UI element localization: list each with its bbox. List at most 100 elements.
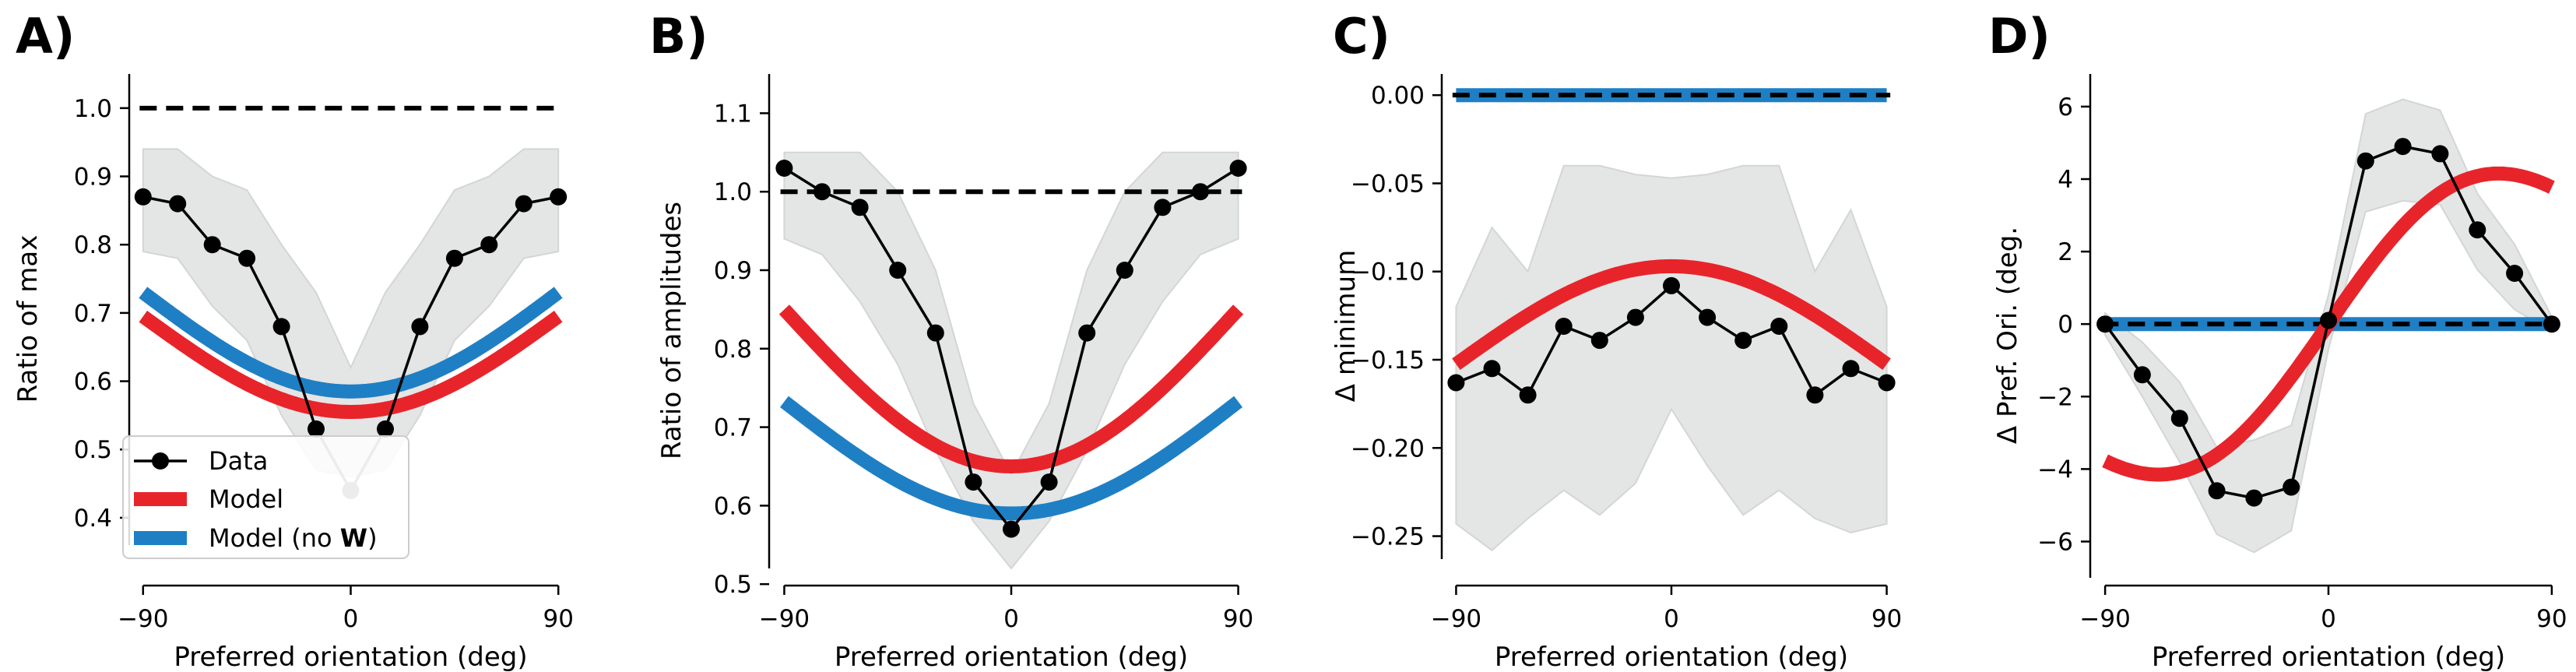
- data-point: [238, 249, 256, 267]
- y-tick-label: −0.25: [1351, 523, 1425, 551]
- y-tick-label: −0.05: [1351, 170, 1425, 198]
- model-no-w-curve: [138, 287, 564, 399]
- confidence-band: [783, 151, 1239, 570]
- y-tick-label: 0.7: [714, 414, 752, 442]
- legend-label: Model (no W): [209, 523, 378, 553]
- x-tick-label: 0: [1664, 605, 1679, 633]
- data-point: [814, 183, 831, 201]
- y-tick-label: −0.10: [1351, 259, 1425, 287]
- data-point: [1154, 199, 1172, 216]
- x-tick-label: −90: [2079, 605, 2130, 633]
- data-point: [411, 318, 429, 336]
- data-point: [2469, 221, 2486, 239]
- x-tick-label: 0: [343, 605, 359, 633]
- data-point: [1229, 160, 1247, 177]
- x-tick-label: 0: [1003, 605, 1019, 633]
- data-point: [2506, 265, 2524, 282]
- data-point: [515, 195, 532, 213]
- data-point: [1590, 332, 1608, 350]
- y-tick-label: 0.7: [74, 300, 112, 328]
- panel-label: B): [649, 8, 708, 65]
- data-point: [550, 188, 568, 206]
- y-tick-label: 0: [2058, 311, 2073, 339]
- data-point: [1878, 374, 1896, 392]
- legend-label-prefix: Model (no: [209, 523, 340, 553]
- y-axis-label: Δ Pref. Ori. (deg.: [1992, 227, 2023, 444]
- data-point: [2170, 410, 2188, 427]
- legend: Data Model Model (no W): [122, 435, 409, 559]
- data-point: [1078, 324, 1096, 342]
- y-tick-label: 0.6: [74, 368, 112, 396]
- legend-marker-data: [152, 452, 169, 470]
- data-point: [2096, 315, 2114, 333]
- data-point: [1806, 386, 1824, 404]
- y-tick-label: 0.4: [74, 505, 112, 533]
- x-axis-label: Preferred orientation (deg): [835, 642, 1188, 672]
- data-point: [965, 473, 982, 491]
- y-tick-label: 0.9: [74, 164, 112, 192]
- data-point: [1483, 360, 1501, 378]
- y-tick-label: 0.8: [74, 231, 112, 259]
- x-tick-label: 90: [2536, 605, 2567, 633]
- y-tick-label: 0.9: [714, 257, 752, 285]
- data-point: [2320, 311, 2337, 329]
- data-point: [775, 160, 793, 177]
- y-axis-label: Ratio of max: [12, 235, 44, 403]
- data-point: [1842, 360, 1860, 378]
- data-point: [2543, 315, 2560, 333]
- y-tick-label: 1.0: [74, 95, 112, 123]
- data-point: [1699, 308, 1717, 326]
- x-tick-label: −90: [759, 605, 810, 633]
- data-point: [1663, 276, 1680, 294]
- y-tick-label: −0.20: [1351, 435, 1425, 463]
- panel-c: C) −0.25 −0.20 −0.15 −0.10 −0.05 0.00 −90 0 90 Pre…: [1330, 8, 1902, 672]
- model-curve: [1451, 259, 1892, 371]
- x-axis-label: Preferred orientation (deg): [1495, 642, 1848, 672]
- y-tick-label: 0.8: [714, 336, 752, 364]
- panel-label: D): [1988, 8, 2051, 65]
- legend-label: Data: [209, 446, 268, 476]
- data-point: [1555, 318, 1573, 335]
- panel-b: B) 0.5 0.6 0.7 0.8 0.9 1.0 1.1 −90 0 90 Preferred o…: [649, 8, 1253, 672]
- panel-a: A) 0.4 0.5 0.6 0.7 0.8 0.9 1.0 −90 0 90 Preferred o…: [12, 8, 574, 672]
- data-point: [2431, 145, 2449, 163]
- data-point: [203, 236, 221, 254]
- data-point: [2245, 489, 2263, 507]
- y-tick-label: −4: [2037, 456, 2073, 484]
- x-tick-label: 90: [543, 605, 573, 633]
- y-axis-label: Ratio of amplitudes: [656, 202, 687, 459]
- y-tick-label: −2: [2037, 383, 2073, 411]
- data-point: [445, 249, 463, 267]
- model-no-w-curve: [779, 396, 1243, 521]
- y-tick-label: 0.5: [74, 436, 112, 464]
- y-tick-label: 4: [2058, 166, 2073, 194]
- data-point: [2208, 482, 2226, 500]
- legend-frame: [122, 435, 409, 559]
- y-axis-label: Δ minimum: [1330, 250, 1362, 402]
- data-point: [2133, 366, 2151, 384]
- y-tick-label: 6: [2058, 93, 2073, 121]
- data-point: [169, 195, 187, 213]
- model-curve: [138, 311, 564, 419]
- panel-d: D) −6 −4 −2 0 2 4 6 −90 0 90 Preferred orientation …: [1988, 8, 2567, 672]
- data-point: [480, 236, 498, 254]
- data-point: [1192, 183, 1209, 201]
- data-point: [1626, 308, 1644, 326]
- data-point: [1519, 386, 1537, 404]
- model-curve: [778, 304, 1244, 473]
- data-point: [2394, 138, 2412, 156]
- legend-label-bold: W: [340, 523, 367, 553]
- data-point: [1447, 374, 1465, 392]
- data-point: [851, 199, 869, 216]
- data-point: [926, 324, 944, 342]
- panel-label: C): [1333, 8, 1390, 65]
- x-tick-label: −90: [118, 605, 168, 633]
- x-tick-label: 90: [1223, 605, 1253, 633]
- data-point: [1003, 520, 1020, 538]
- data-point: [1770, 318, 1788, 335]
- x-axis-label: Preferred orientation (deg): [174, 642, 527, 672]
- y-tick-label: 1.0: [714, 178, 752, 206]
- data-point: [889, 262, 907, 279]
- x-tick-label: 0: [2321, 605, 2336, 633]
- data-point: [2283, 478, 2300, 496]
